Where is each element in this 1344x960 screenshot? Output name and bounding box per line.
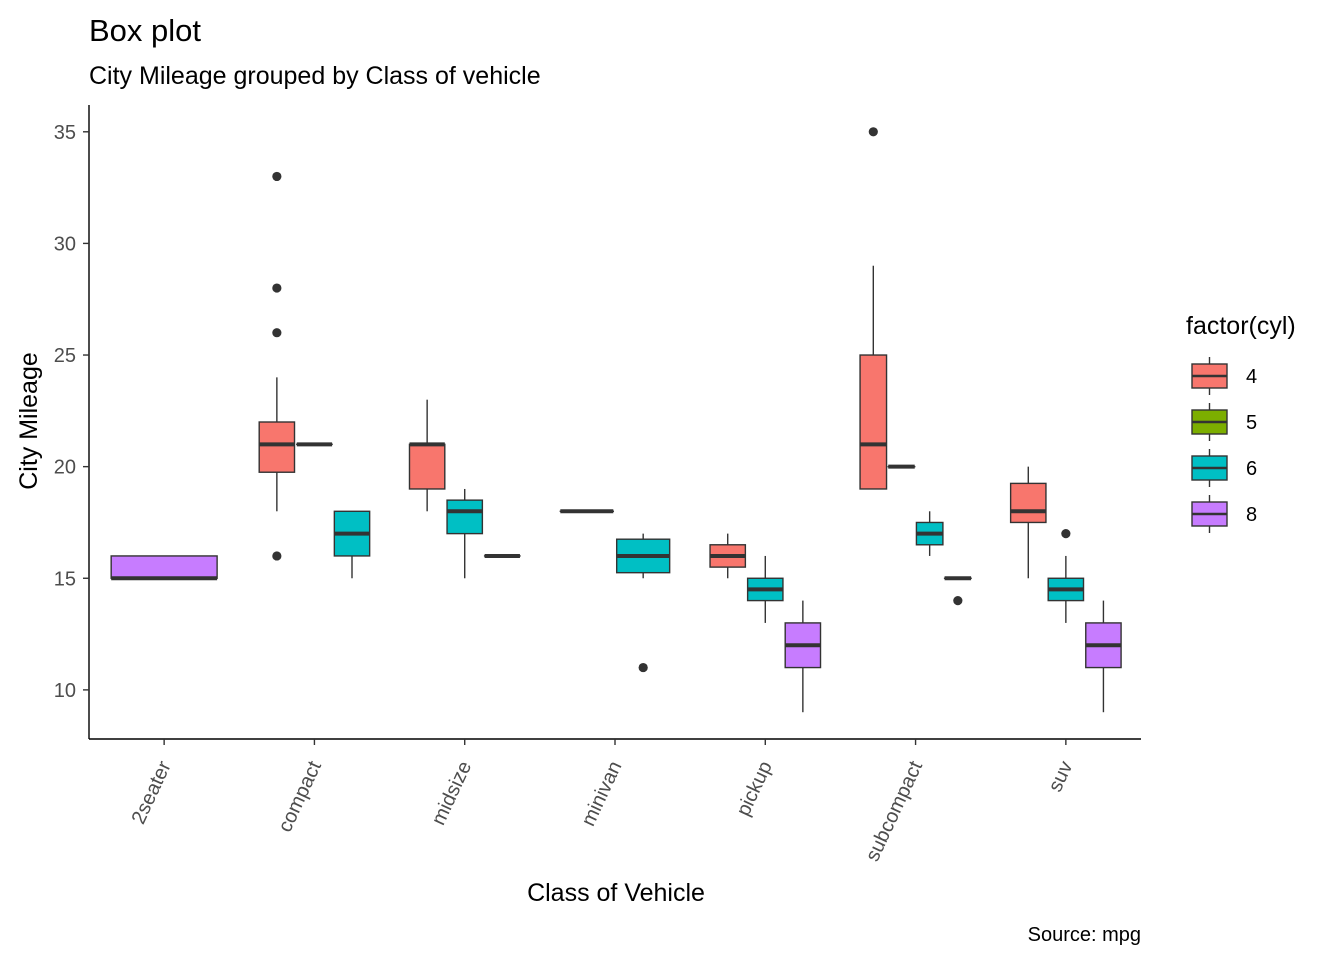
box-subcompact-cyl4 (859, 127, 888, 490)
legend-label: 4 (1246, 366, 1257, 388)
box-pickup-cyl6 (746, 555, 784, 623)
box-compact-cyl4 (258, 171, 296, 561)
outlier-point (638, 662, 648, 673)
legend: 4 5 6 8 (1191, 357, 1257, 533)
x-tick-label: minivan (577, 758, 626, 830)
legend-label: 5 (1246, 412, 1257, 434)
y-tick-label: 25 (54, 345, 76, 367)
box-pickup-cyl8 (784, 600, 822, 713)
x-tick-label: subcompact (862, 757, 928, 864)
legend-key-4 (1191, 357, 1228, 395)
plot-area: 10 15 20 25 30 35 2seater compact midsize minivan… (54, 105, 1141, 865)
box-pickup-cyl4 (709, 533, 747, 579)
box-iqr (859, 354, 888, 490)
box-iqr (1009, 482, 1047, 524)
box-minivan-cyl6 (615, 533, 671, 673)
x-tick-label: 2seater (128, 758, 176, 828)
outlier-point (272, 171, 282, 182)
box-iqr (446, 499, 484, 535)
legend-title: factor(cyl) (1186, 312, 1296, 340)
box-suv-cyl8 (1085, 600, 1122, 713)
y-tick-label: 15 (54, 568, 76, 590)
legend-label: 8 (1246, 504, 1257, 526)
outlier-point (272, 283, 282, 293)
box-iqr (408, 443, 446, 490)
box-subcompact-cyl8 (943, 576, 972, 606)
box-midsize-cyl4 (408, 399, 446, 512)
chart-title: Box plot (89, 13, 201, 48)
outlier-point (953, 595, 963, 606)
chart-subtitle: City Mileage grouped by Class of vehicle (89, 62, 541, 90)
y-tick-label: 20 (54, 457, 76, 479)
box-midsize-cyl6 (446, 488, 484, 579)
box-iqr (258, 421, 296, 473)
chart-caption: Source: mpg (1028, 924, 1141, 946)
x-tick-label: midsize (428, 758, 477, 829)
legend-label: 6 (1246, 458, 1257, 480)
outlier-point (272, 328, 282, 338)
box-suv-cyl6 (1047, 529, 1085, 623)
x-tick-label: pickup (732, 758, 776, 820)
outlier-point (272, 551, 282, 561)
box-compact-cyl6 (333, 510, 371, 579)
box-subcompact-cyl6 (915, 511, 944, 556)
box-iqr (110, 555, 218, 579)
legend-key-6 (1191, 449, 1228, 487)
legend-key-5 (1191, 403, 1228, 441)
outlier-point (868, 127, 878, 137)
outlier-point (1061, 529, 1071, 539)
y-axis-title: City Mileage (15, 352, 43, 490)
legend-key-8 (1191, 495, 1228, 533)
box-2seater-cyl8 (110, 555, 218, 581)
y-tick-label: 30 (54, 233, 76, 255)
x-tick-label: suv (1044, 758, 1077, 796)
box-suv-cyl4 (1009, 466, 1047, 579)
y-tick-label: 35 (54, 122, 76, 144)
y-tick-label: 10 (54, 680, 76, 702)
x-axis-title: Class of Vehicle (527, 879, 705, 907)
x-tick-label: compact (274, 757, 326, 835)
